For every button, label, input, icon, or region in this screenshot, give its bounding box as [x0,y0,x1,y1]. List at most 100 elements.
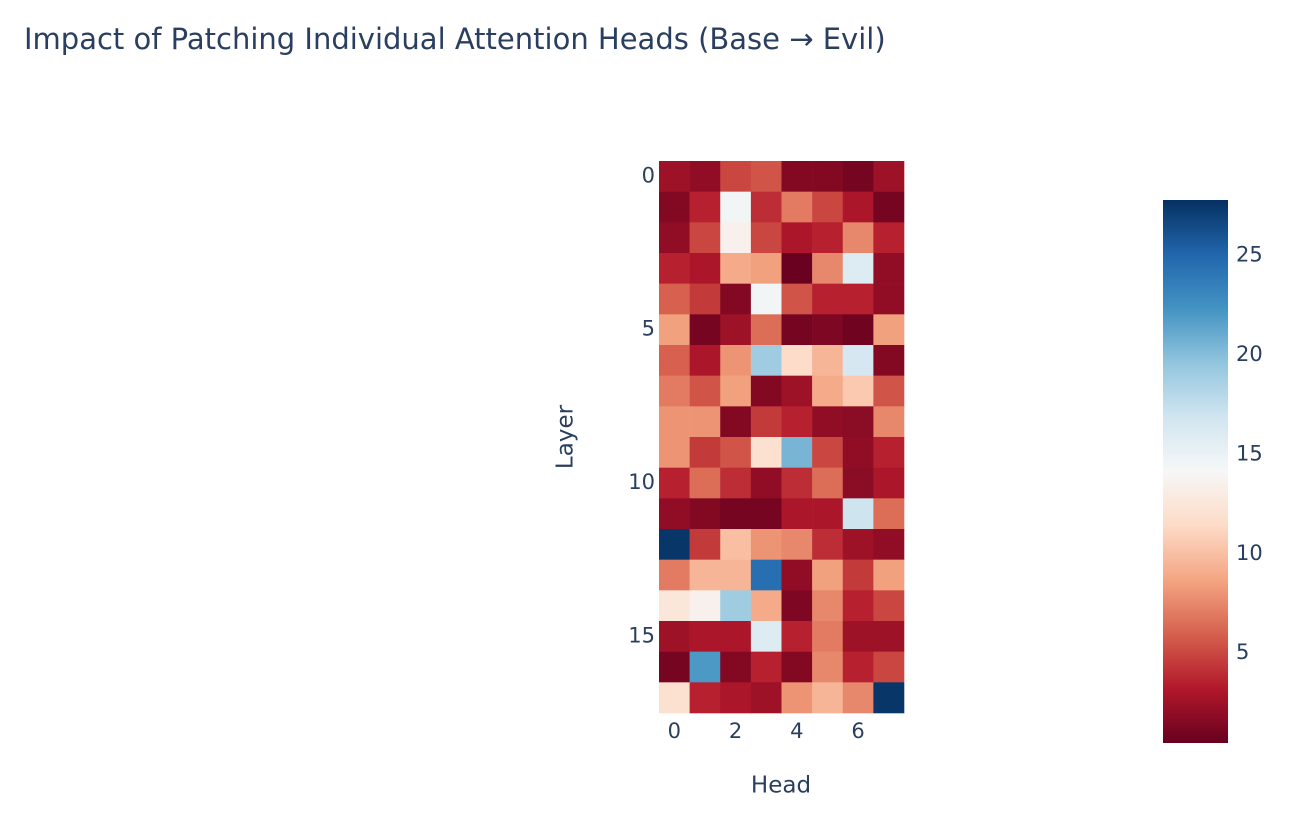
heatmap-cell [720,406,752,438]
heatmap-cell [873,621,905,652]
heatmap-cell [842,467,874,499]
heatmap-cell [750,682,782,714]
heatmap-cell [873,406,905,438]
heatmap-cell [812,467,844,499]
x-tick-label: 2 [729,719,742,743]
heatmap-cell [750,406,782,438]
x-tick-label: 4 [790,719,803,743]
heatmap-cell [659,191,690,223]
heatmap-cell [873,283,905,315]
heatmap-cell [812,161,844,192]
heatmap-cell [842,191,874,223]
heatmap-cell [720,559,752,591]
heatmap-cell [659,345,690,376]
heatmap-cell [781,191,813,223]
heatmap-cell [781,345,813,376]
heatmap-cell [689,437,721,468]
heatmap-cell [812,283,844,315]
heatmap-cell [812,437,844,468]
heatmap-cell [720,375,752,407]
heatmap-cell [781,529,813,560]
heatmap-cell [750,161,782,192]
heatmap-cell [812,191,844,223]
heatmap-cell [873,467,905,499]
heatmap-cell [750,222,782,254]
heatmap-cell [842,161,874,192]
heatmap-cell [812,590,844,622]
colorbar-tick-label: 10 [1236,541,1263,565]
heatmap-cell [659,406,690,438]
heatmap-cell [720,437,752,468]
heatmap-cell [873,498,905,530]
heatmap-cell [750,437,782,468]
colorbar-tick-label: 15 [1236,441,1263,465]
heatmap-cell [781,406,813,438]
heatmap-cell [781,682,813,714]
heatmap-cell [659,621,690,652]
heatmap-cell [689,621,721,652]
heatmap-cell [750,191,782,223]
heatmap-cell [750,529,782,560]
heatmap-cell [720,222,752,254]
heatmap-cell [720,191,752,223]
heatmap-cell [720,682,752,714]
heatmap-cell [720,651,752,683]
heatmap-cell [842,437,874,468]
heatmap-cell [720,161,752,192]
heatmap-cell [750,283,782,315]
heatmap-cell [689,375,721,407]
heatmap-cell [720,467,752,499]
heatmap-cell [659,651,690,683]
heatmap-cell [750,467,782,499]
heatmap-cell [659,559,690,591]
heatmap-cell [812,314,844,346]
heatmap-cell [781,253,813,284]
heatmap-cell [812,253,844,284]
heatmap-cell [689,314,721,346]
heatmap-cell [842,375,874,407]
heatmap-cell [689,590,721,622]
heatmap-cell [659,314,690,346]
heatmap-cell [873,314,905,346]
heatmap-cell [812,345,844,376]
heatmap-cell [750,559,782,591]
heatmap-cell [873,437,905,468]
heatmap-cell [781,222,813,254]
heatmap-cell [781,590,813,622]
heatmap-cell [689,467,721,499]
heatmap-cell [750,590,782,622]
y-tick-label: 15 [628,623,655,647]
heatmap-cell [873,559,905,591]
heatmap-cell [659,467,690,499]
heatmap-cell [659,222,690,254]
heatmap-cell [781,375,813,407]
heatmap-cell [689,498,721,530]
heatmap-cell [873,253,905,284]
heatmap-cell [842,283,874,315]
heatmap-cell [781,559,813,591]
heatmap-cell [689,651,721,683]
heatmap-cell [750,253,782,284]
x-tick-label: 6 [851,719,864,743]
heatmap-cell [689,406,721,438]
heatmap-cell [781,467,813,499]
heatmap-cell [659,498,690,530]
heatmap-cell [781,283,813,315]
heatmap-cell [781,498,813,530]
heatmap-cell [873,161,905,192]
heatmap-cell [659,590,690,622]
heatmap-cell [689,161,721,192]
heatmap-cell [720,529,752,560]
heatmap-cell [689,345,721,376]
heatmap-cell [812,529,844,560]
heatmap-cell [812,651,844,683]
heatmap-cell [659,283,690,315]
heatmap-cell [842,406,874,438]
heatmap-cell [812,406,844,438]
heatmap-cell [720,590,752,622]
heatmap-cell [750,498,782,530]
heatmap-cell [720,345,752,376]
heatmap-cell [781,621,813,652]
